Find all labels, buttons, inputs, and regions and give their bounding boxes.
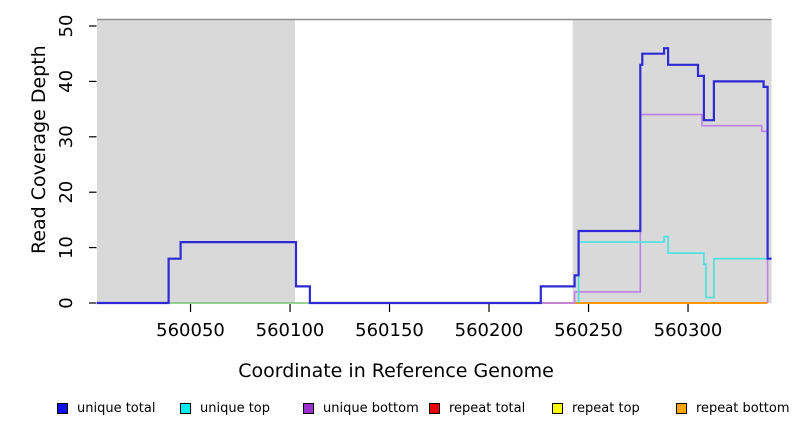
legend-item-unique-bottom: unique bottom: [303, 398, 419, 418]
plot-area: 0 10 20 30 40 50 560050 560100 560150 560200 56025…: [56, 15, 772, 341]
legend-label: unique top: [200, 400, 271, 416]
y-tick-label: 0: [56, 297, 77, 308]
shaded-region-2: [572, 19, 772, 303]
legend: unique total unique top unique bottom repea…: [0, 398, 792, 422]
series-unique-total: [97, 47, 772, 305]
y-tick-label: 40: [56, 70, 77, 93]
legend-label: repeat bottom: [696, 400, 790, 416]
legend-item-unique-total: unique total: [57, 398, 155, 418]
legend-label: repeat total: [449, 400, 526, 416]
y-tick-label: 30: [56, 125, 77, 148]
x-tick-label: 560050: [156, 320, 225, 341]
x-tick-label: 560150: [355, 320, 424, 341]
x-tick-label: 560100: [256, 320, 325, 341]
legend-label: unique total: [77, 400, 156, 416]
legend-swatch-unique-top: [180, 402, 191, 414]
legend-item-unique-top: unique top: [180, 398, 270, 418]
y-tick-label: 10: [56, 236, 77, 259]
legend-swatch-unique-bottom: [303, 402, 314, 414]
legend-label: repeat top: [572, 400, 640, 416]
x-axis-label: Coordinate in Reference Genome: [238, 360, 554, 382]
legend-swatch-repeat-top: [552, 402, 563, 414]
legend-item-repeat-bottom: repeat bottom: [676, 398, 790, 418]
x-tick-label: 560300: [654, 320, 723, 341]
y-axis-label: Read Coverage Depth: [28, 45, 50, 254]
series-unique-top: [577, 235, 772, 303]
x-tick-label: 560250: [554, 320, 623, 341]
legend-label: unique bottom: [323, 400, 419, 416]
legend-item-repeat-top: repeat top: [552, 398, 640, 418]
legend-swatch-repeat-total: [429, 402, 440, 414]
x-tick-label: 560200: [455, 320, 524, 341]
legend-swatch-unique-total: [57, 402, 68, 414]
y-tick-label: 50: [56, 15, 77, 38]
legend-swatch-repeat-bottom: [676, 402, 687, 414]
legend-item-repeat-total: repeat total: [429, 398, 525, 418]
shaded-region-1: [97, 19, 296, 303]
y-tick-label: 20: [56, 181, 77, 204]
